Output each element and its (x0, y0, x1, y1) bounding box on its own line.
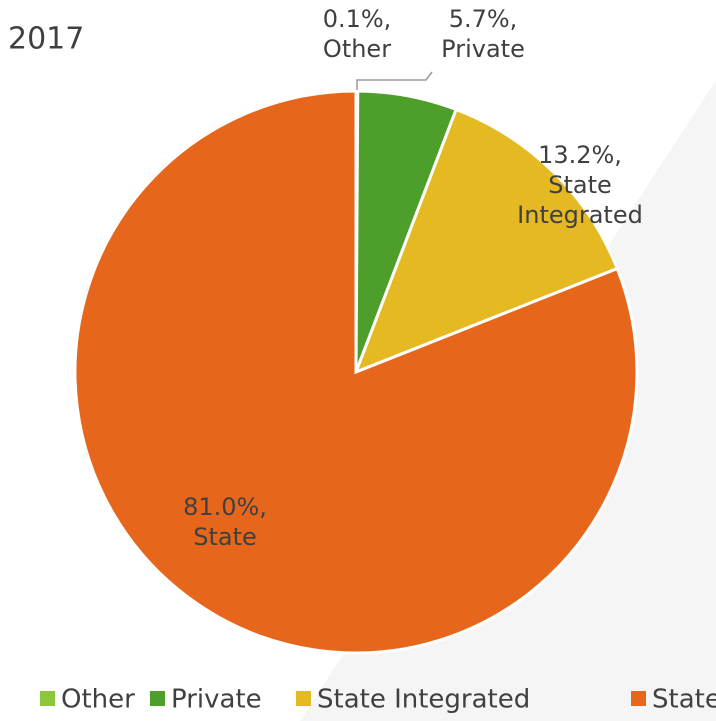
data-label-value: 81.0%, (183, 493, 267, 521)
data-label: 13.2%, State Integrated (495, 140, 665, 230)
legend-swatch (296, 691, 311, 706)
legend-label: State Integrated (317, 685, 530, 715)
data-label: 81.0%, State (140, 492, 310, 552)
legend-swatch (40, 691, 55, 706)
chart-title: 2017 (8, 22, 84, 57)
legend-label: Private (171, 685, 262, 715)
legend-label: Other (61, 685, 135, 715)
legend-swatch (631, 691, 646, 706)
data-label: 5.7%, Private (398, 4, 568, 64)
data-label-category: State (193, 523, 257, 551)
data-label-value: 13.2%, (538, 141, 622, 169)
pie-slice (73, 89, 639, 655)
data-label-category: Other (322, 35, 392, 63)
data-label-value: 0.1%, (322, 5, 392, 33)
data-label-value: 5.7%, (448, 5, 518, 33)
data-label-category: Private (441, 35, 525, 63)
legend-swatch (150, 691, 165, 706)
data-label-category: State Integrated (517, 171, 643, 229)
data-label: 0.1%, Other (272, 4, 442, 64)
pie-slice (353, 107, 620, 375)
leader-line (356, 71, 433, 90)
legend-label: State (652, 685, 716, 715)
